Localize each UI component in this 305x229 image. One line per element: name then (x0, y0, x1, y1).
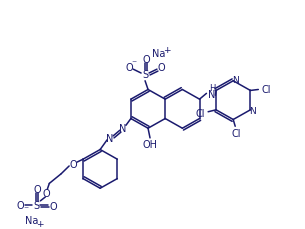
Text: S: S (33, 200, 39, 210)
Text: ⁻: ⁻ (23, 205, 28, 215)
Text: Cl: Cl (261, 84, 271, 94)
Text: Cl: Cl (231, 128, 241, 139)
Text: OH: OH (142, 139, 157, 149)
Text: Na: Na (25, 215, 38, 225)
Text: O: O (49, 201, 57, 211)
Text: O: O (34, 184, 41, 194)
Text: ⁻: ⁻ (131, 59, 137, 69)
Text: H: H (209, 84, 216, 93)
Text: +: + (36, 219, 43, 228)
Text: N: N (106, 133, 114, 143)
Text: O: O (142, 55, 150, 65)
Text: O: O (125, 63, 133, 73)
Text: N: N (249, 107, 256, 116)
Text: O: O (157, 63, 165, 73)
Text: N: N (119, 124, 127, 134)
Text: N: N (232, 76, 239, 85)
Text: Cl: Cl (196, 108, 205, 118)
Text: +: + (163, 46, 170, 55)
Text: O: O (42, 188, 50, 198)
Text: S: S (142, 70, 148, 80)
Text: O: O (69, 159, 77, 169)
Text: O: O (17, 200, 24, 210)
Text: N: N (208, 90, 215, 100)
Text: Na: Na (152, 49, 166, 58)
